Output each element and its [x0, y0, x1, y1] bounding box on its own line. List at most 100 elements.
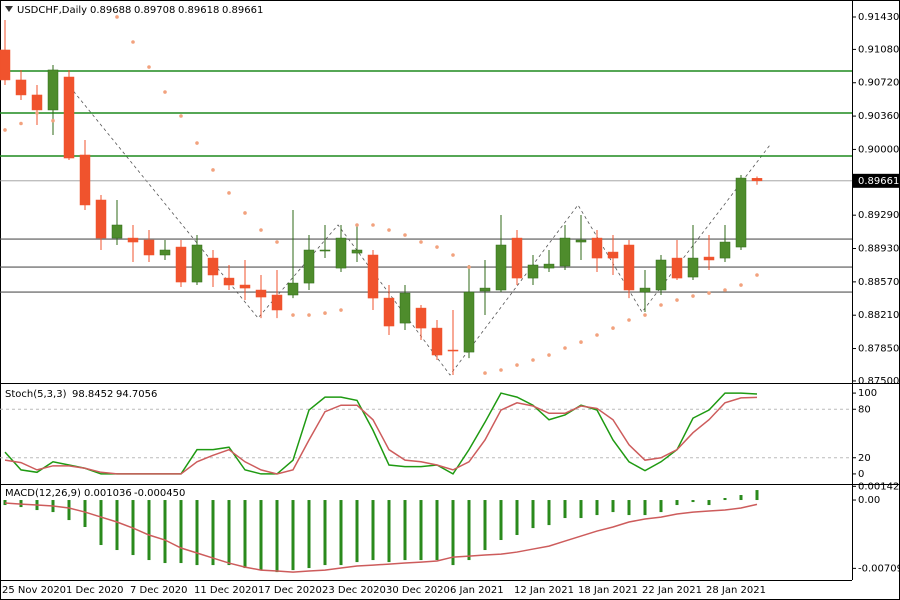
price-tag-label: 0.89661 — [858, 176, 899, 187]
candle-body — [47, 69, 59, 111]
macd-bar — [67, 500, 71, 521]
x-tick-label: 22 Jan 2021 — [642, 585, 702, 596]
y-tick-label: 100 — [858, 388, 877, 399]
macd-bar — [83, 500, 87, 528]
candle-body — [239, 284, 251, 289]
candle-body — [271, 294, 283, 311]
macd-bar — [563, 500, 567, 519]
y-tick-label: 80 — [858, 404, 871, 415]
macd-title: MACD(12,26,9) — [5, 488, 81, 499]
macd-bar — [355, 500, 359, 563]
sar-dot — [259, 228, 263, 232]
candle-body — [703, 256, 715, 261]
x-tick-label: 28 Jan 2021 — [706, 585, 766, 596]
sar-dot — [675, 298, 679, 302]
candle-body — [543, 263, 555, 269]
sar-dot — [115, 15, 119, 19]
sar-dot — [355, 223, 359, 227]
macd-bar — [755, 490, 759, 501]
stoch-k-readout: 98.8452 — [72, 389, 113, 400]
candle-body — [495, 244, 507, 291]
x-tick-label: 12 Jan 2021 — [514, 585, 574, 596]
macd-bar — [387, 500, 391, 563]
candle-body — [527, 264, 539, 279]
macd-bar — [675, 500, 679, 506]
sar-dot — [515, 363, 519, 367]
candle-body — [127, 237, 139, 243]
macd-bar — [659, 500, 663, 513]
sar-dot — [35, 111, 39, 115]
candle-body — [479, 287, 491, 292]
macd-bar — [691, 500, 695, 503]
candle-body — [335, 237, 347, 269]
macd-bar — [579, 500, 583, 519]
y-tick-label: 0.91080 — [858, 44, 899, 55]
sar-dot — [275, 240, 279, 244]
candle-body — [623, 244, 635, 291]
sar-dot — [499, 368, 503, 372]
macd-bar — [739, 495, 743, 501]
y-tick-label: 0.90000 — [858, 144, 899, 155]
macd-bar — [723, 498, 727, 501]
macd-bar — [259, 500, 263, 571]
candle-body — [15, 79, 27, 96]
candle-body — [575, 239, 587, 243]
candle-body — [63, 76, 75, 159]
candle-body — [431, 327, 443, 356]
sar-dot — [419, 240, 423, 244]
sar-dot — [739, 283, 743, 287]
macd-bar — [499, 500, 503, 541]
candle-body — [255, 289, 267, 298]
macd-bar — [611, 500, 615, 513]
candle-body — [463, 291, 475, 353]
zigzag-line — [65, 81, 771, 376]
macd-bar — [547, 500, 551, 526]
candle-body — [559, 237, 571, 267]
open-readout: 0.89688 — [90, 5, 131, 16]
candle-body — [399, 292, 411, 324]
candle-body — [319, 249, 331, 252]
candle-body — [735, 177, 747, 248]
sar-dot — [659, 303, 663, 307]
sar-dot — [227, 191, 231, 195]
macd-bar — [435, 500, 439, 561]
macd-bar — [179, 500, 183, 564]
sar-dot — [691, 294, 695, 298]
candle-body — [79, 154, 91, 206]
y-tick-label: -0.007092 — [858, 563, 900, 574]
macd-bar — [307, 500, 311, 569]
candle-body — [223, 277, 235, 286]
sar-dot — [483, 371, 487, 375]
x-tick-label: 30 Dec 2020 — [386, 585, 450, 596]
sar-dot — [579, 340, 583, 344]
candle-body — [719, 241, 731, 259]
candle-body — [447, 349, 459, 352]
candle-body — [511, 237, 523, 279]
y-tick-label: 0.87500 — [858, 376, 899, 387]
x-tick-label: 25 Nov 2020 — [2, 585, 66, 596]
macd-bar — [531, 500, 535, 529]
sar-dot — [339, 308, 343, 312]
candle-body — [287, 282, 299, 296]
candle-body — [655, 259, 667, 291]
candle-body — [671, 257, 683, 279]
y-tick-label: 0.87850 — [858, 344, 899, 355]
x-tick-label: 11 Dec 2020 — [194, 585, 258, 596]
x-tick-label: 6 Jan 2021 — [450, 585, 504, 596]
x-tick-label: 18 Jan 2021 — [578, 585, 638, 596]
candle-body — [159, 249, 171, 256]
macd-bar — [99, 500, 103, 546]
y-tick-label: 0.90720 — [858, 78, 899, 89]
sar-dot — [403, 233, 407, 237]
macd-bar — [227, 500, 231, 566]
x-tick-label: 17 Dec 2020 — [258, 585, 322, 596]
sar-dot — [131, 40, 135, 44]
price-tag — [852, 173, 900, 188]
candle-body — [607, 251, 619, 259]
candle-body — [31, 94, 43, 111]
sar-dot — [467, 265, 471, 269]
y-tick-label: 0.91430 — [858, 12, 899, 23]
x-tick-label: 23 Dec 2020 — [322, 585, 386, 596]
candle-body — [367, 254, 379, 299]
